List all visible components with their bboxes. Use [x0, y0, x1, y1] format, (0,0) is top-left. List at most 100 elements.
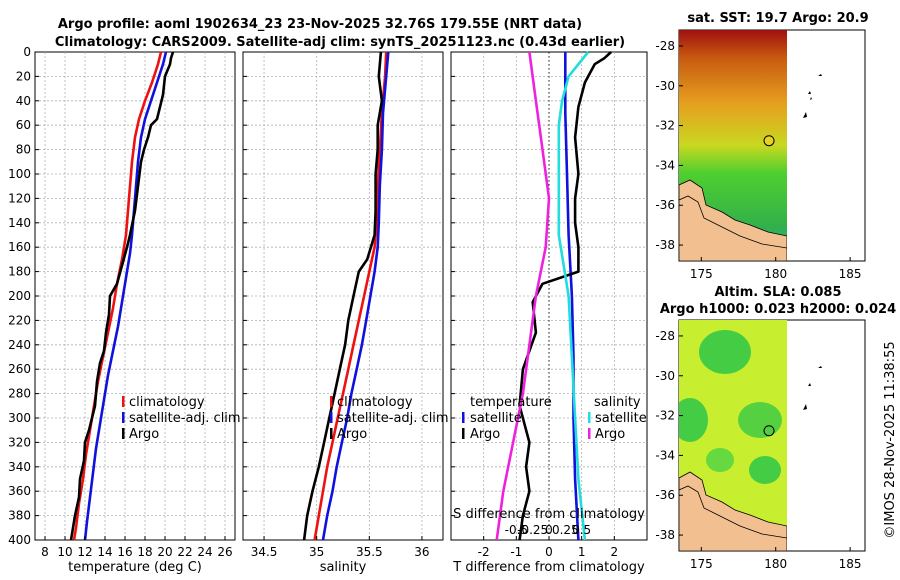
y-tick-label: 20 — [16, 69, 31, 83]
y-tick-label: 120 — [8, 191, 31, 205]
y-tick-label: 360 — [8, 484, 31, 498]
x-tick-label: 36 — [414, 545, 429, 559]
map-y-tick-label: -32 — [655, 119, 675, 133]
y-tick-label: 200 — [8, 289, 31, 303]
legend-t-argo-label: Argo — [470, 427, 500, 442]
sla-eddy — [679, 398, 708, 442]
legend-satellite-marker — [330, 412, 333, 423]
sst-map-panel: 175 180 185 -28 -30 -32 -34 -36 -38 — [655, 29, 866, 281]
series-line-argo — [69, 51, 175, 541]
map-y-tick-label: -38 — [655, 528, 675, 542]
map-y-tick-label: -28 — [655, 39, 675, 53]
legend-satellite-label: satellite-adj. clim — [129, 411, 241, 426]
map-y-tick-label: -28 — [655, 329, 675, 343]
legend-climatology-label: climatology — [129, 395, 205, 410]
x-tick-label: 24 — [197, 545, 212, 559]
x-tick-label: 22 — [177, 545, 192, 559]
sla-eddy — [706, 448, 734, 472]
map-y-tick-label: -32 — [655, 409, 675, 423]
legend-satellite-marker — [122, 412, 125, 423]
legend-t-satellite-label: satellite — [470, 411, 522, 426]
sst-islands — [803, 74, 822, 118]
y-tick-label: 340 — [8, 460, 31, 474]
difference-legend: temperature satellite Argo salinity sate… — [462, 395, 647, 442]
series-line-satellite-adj-clim — [83, 51, 168, 541]
x-tick-label: 10 — [57, 545, 72, 559]
sst-map-title: sat. SST: 19.7 Argo: 20.9 — [687, 11, 868, 26]
y-tick-label: 40 — [16, 94, 31, 108]
x-tick-label: 16 — [117, 545, 132, 559]
y-tick-label: 400 — [8, 533, 31, 547]
legend-climatology-label: climatology — [337, 395, 413, 410]
legend-argo-marker — [122, 428, 125, 439]
x-tick-label: 1 — [578, 545, 586, 559]
salinity-legend: climatology satellite-adj. clim Argo — [330, 395, 449, 442]
legend-t-satellite-marker — [462, 412, 465, 423]
map-x-tick-label: 185 — [839, 267, 862, 281]
legend-salinity-title: salinity — [594, 395, 641, 410]
x-tick-label: 34.5 — [251, 545, 278, 559]
series-line-argo — [302, 51, 384, 541]
legend-satellite-label: satellite-adj. clim — [337, 411, 449, 426]
x-tick-label: 35.5 — [356, 545, 383, 559]
series-line-s-argo — [495, 51, 551, 541]
map-x-tick-label: 185 — [839, 557, 862, 571]
sst-land — [679, 179, 787, 261]
s-difference-xlabel: S difference from climatology — [453, 507, 645, 522]
sla-map-panel: 175 180 185 -28 -30 -32 -34 -36 -38 — [655, 319, 866, 571]
y-tick-label: 60 — [16, 118, 31, 132]
y-tick-label: 300 — [8, 411, 31, 425]
sla-map-title-1: Altim. SLA: 0.085 — [715, 285, 842, 300]
x-tick-label: 2 — [611, 545, 619, 559]
map-y-tick-label: -36 — [655, 488, 675, 502]
x-tick-label: 20 — [157, 545, 172, 559]
salinity-xlabel: salinity — [320, 560, 367, 575]
sst-argo-marker — [763, 135, 775, 147]
y-tick-label: 260 — [8, 362, 31, 376]
legend-argo-marker — [330, 428, 333, 439]
legend-argo-label: Argo — [337, 427, 367, 442]
map-y-tick-label: -34 — [655, 448, 675, 462]
series-line-climatology — [313, 51, 388, 541]
x-tick-label: 8 — [41, 545, 49, 559]
x-tick-label: -2 — [478, 545, 490, 559]
map-y-tick-label: -30 — [655, 79, 675, 93]
x-top-tick-label: -0.25 — [517, 523, 548, 537]
y-tick-label: 380 — [8, 509, 31, 523]
y-tick-label: 140 — [8, 216, 31, 230]
x-top-tick-label: -0.5 — [505, 523, 528, 537]
map-x-tick-label: 175 — [690, 557, 713, 571]
x-tick-label: 14 — [97, 545, 112, 559]
title-line-2: Climatology: CARS2009. Satellite-adj cli… — [55, 35, 625, 50]
x-tick-label: 18 — [137, 545, 152, 559]
map-x-tick-label: 180 — [764, 267, 787, 281]
x-tick-label: 12 — [77, 545, 92, 559]
map-y-tick-label: -36 — [655, 198, 675, 212]
y-tick-label: 160 — [8, 240, 31, 254]
title-line-1: Argo profile: aoml 1902634_23 23-Nov-202… — [58, 17, 582, 32]
map-x-tick-label: 175 — [690, 267, 713, 281]
legend-temperature-title: temperature — [470, 395, 552, 410]
sst-coast-contour — [679, 195, 787, 249]
t-difference-xlabel: T difference from climatology — [452, 560, 645, 575]
legend-climatology-marker — [330, 396, 333, 407]
map-x-tick-label: 180 — [764, 557, 787, 571]
x-tick-label: 35 — [309, 545, 324, 559]
difference-panel: -2 -1 0 1 2-0.5-0.250 0.250.5 S difference fr… — [450, 51, 648, 575]
temperature-legend: climatology satellite-adj. clim Argo — [122, 395, 241, 442]
sla-eddy — [699, 330, 751, 374]
series-line-satellite-adj-clim — [321, 51, 390, 541]
y-tick-label: 280 — [8, 387, 31, 401]
legend-s-satellite-label: satellite — [595, 411, 647, 426]
sla-coast-contour — [679, 485, 787, 539]
series-line-t-argo — [518, 51, 612, 541]
sla-eddy — [749, 456, 781, 484]
temperature-xlabel: temperature (deg C) — [68, 560, 202, 575]
x-tick-label: -1 — [510, 545, 522, 559]
x-tick-label: 26 — [217, 545, 232, 559]
x-top-tick-label: 0 — [545, 523, 553, 537]
legend-climatology-marker — [122, 396, 125, 407]
legend-argo-label: Argo — [129, 427, 159, 442]
y-tick-label: 100 — [8, 167, 31, 181]
sla-argo-marker — [763, 425, 775, 437]
